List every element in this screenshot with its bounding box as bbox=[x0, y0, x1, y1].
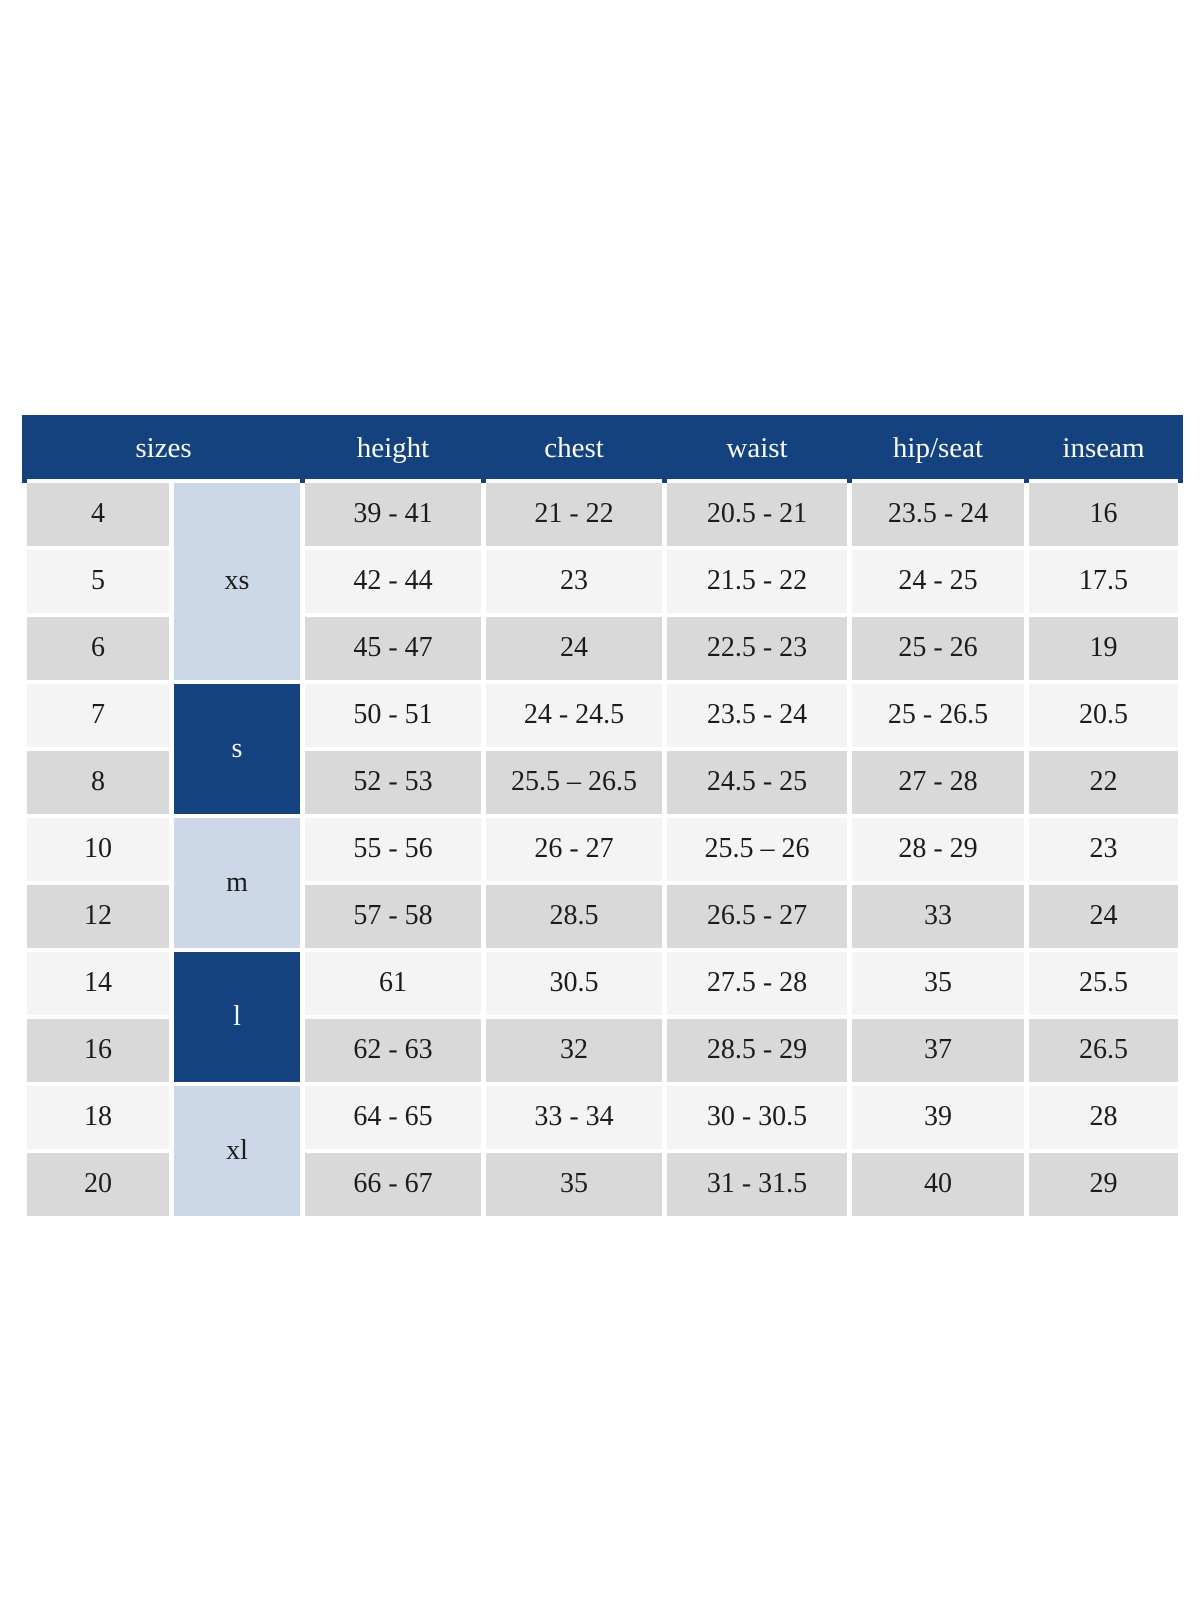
measurement-cell: 20.5 - 21 bbox=[662, 478, 852, 550]
measurement-cell: 40 bbox=[847, 1148, 1029, 1220]
size-group-cell-s: s bbox=[169, 679, 305, 818]
measurement-cell: 28.5 - 29 bbox=[662, 1014, 852, 1086]
size-cell: 12 bbox=[22, 880, 174, 952]
measurement-cell: 26.5 - 27 bbox=[662, 880, 852, 952]
table-row-size-6: 6 45 - 47 24 22.5 - 23 25 - 26 19 bbox=[22, 612, 1183, 684]
size-chart-table: sizes height chest waist hip/seat inseam… bbox=[22, 415, 1183, 1220]
measurement-cell: 22.5 - 23 bbox=[662, 612, 852, 684]
measurement-cell: 23.5 - 24 bbox=[847, 478, 1029, 550]
measurement-cell: 23 bbox=[1024, 813, 1183, 885]
measurement-cell: 33 - 34 bbox=[481, 1081, 667, 1153]
measurement-cell: 33 bbox=[847, 880, 1029, 952]
measurement-cell: 61 bbox=[300, 947, 486, 1019]
measurement-cell: 29 bbox=[1024, 1148, 1183, 1220]
measurement-cell: 25.5 bbox=[1024, 947, 1183, 1019]
column-header-waist: waist bbox=[662, 415, 852, 483]
measurement-cell: 24 - 24.5 bbox=[481, 679, 667, 751]
measurement-cell: 39 bbox=[847, 1081, 1029, 1153]
table-row-size-5: 5 42 - 44 23 21.5 - 22 24 - 25 17.5 bbox=[22, 545, 1183, 617]
table-row-size-4: 4 xs 39 - 41 21 - 22 20.5 - 21 23.5 - 24… bbox=[22, 478, 1183, 684]
column-header-sizes: sizes bbox=[22, 415, 305, 483]
size-cell: 5 bbox=[22, 545, 174, 617]
column-header-chest: chest bbox=[481, 415, 667, 483]
measurement-cell: 27.5 - 28 bbox=[662, 947, 852, 1019]
measurement-cell: 25.5 – 26.5 bbox=[481, 746, 667, 818]
measurement-cell: 16 bbox=[1024, 478, 1183, 550]
size-cell: 4 bbox=[22, 478, 174, 550]
measurement-cell: 66 - 67 bbox=[300, 1148, 486, 1220]
measurement-cell: 31 - 31.5 bbox=[662, 1148, 852, 1220]
measurement-cell: 24 bbox=[1024, 880, 1183, 952]
header-row: sizes height chest waist hip/seat inseam bbox=[22, 415, 1183, 483]
size-cell: 18 bbox=[22, 1081, 174, 1153]
column-header-hip-seat: hip/seat bbox=[847, 415, 1029, 483]
measurement-cell: 21 - 22 bbox=[481, 478, 667, 550]
table-row-size-16: 16 62 - 63 32 28.5 - 29 37 26.5 bbox=[22, 1014, 1183, 1086]
table-row-size-7: 7 s 50 - 51 24 - 24.5 23.5 - 24 25 - 26.… bbox=[22, 679, 1183, 818]
measurement-cell: 22 bbox=[1024, 746, 1183, 818]
table-row-size-8: 8 52 - 53 25.5 – 26.5 24.5 - 25 27 - 28 … bbox=[22, 746, 1183, 818]
measurement-cell: 35 bbox=[481, 1148, 667, 1220]
measurement-cell: 26 - 27 bbox=[481, 813, 667, 885]
table-row-size-10: 10 m 55 - 56 26 - 27 25.5 – 26 28 - 29 2… bbox=[22, 813, 1183, 952]
measurement-cell: 21.5 - 22 bbox=[662, 545, 852, 617]
size-cell: 7 bbox=[22, 679, 174, 751]
size-cell: 14 bbox=[22, 947, 174, 1019]
table-row-size-12: 12 57 - 58 28.5 26.5 - 27 33 24 bbox=[22, 880, 1183, 952]
measurement-cell: 24 bbox=[481, 612, 667, 684]
table-row-size-18: 18 xl 64 - 65 33 - 34 30 - 30.5 39 28 bbox=[22, 1081, 1183, 1220]
measurement-cell: 52 - 53 bbox=[300, 746, 486, 818]
size-cell: 8 bbox=[22, 746, 174, 818]
size-group-cell-xl: xl bbox=[169, 1081, 305, 1220]
measurement-cell: 26.5 bbox=[1024, 1014, 1183, 1086]
size-group-cell-m: m bbox=[169, 813, 305, 952]
size-cell: 20 bbox=[22, 1148, 174, 1220]
measurement-cell: 55 - 56 bbox=[300, 813, 486, 885]
measurement-cell: 28 - 29 bbox=[847, 813, 1029, 885]
size-group-cell-xs: xs bbox=[169, 478, 305, 684]
measurement-cell: 57 - 58 bbox=[300, 880, 486, 952]
table-row-size-14: 14 l 61 30.5 27.5 - 28 35 25.5 bbox=[22, 947, 1183, 1086]
measurement-cell: 30 - 30.5 bbox=[662, 1081, 852, 1153]
measurement-cell: 35 bbox=[847, 947, 1029, 1019]
size-cell: 6 bbox=[22, 612, 174, 684]
measurement-cell: 30.5 bbox=[481, 947, 667, 1019]
table-row-size-20: 20 66 - 67 35 31 - 31.5 40 29 bbox=[22, 1148, 1183, 1220]
measurement-cell: 17.5 bbox=[1024, 545, 1183, 617]
measurement-cell: 25.5 – 26 bbox=[662, 813, 852, 885]
measurement-cell: 64 - 65 bbox=[300, 1081, 486, 1153]
measurement-cell: 62 - 63 bbox=[300, 1014, 486, 1086]
column-header-height: height bbox=[300, 415, 486, 483]
measurement-cell: 50 - 51 bbox=[300, 679, 486, 751]
measurement-cell: 32 bbox=[481, 1014, 667, 1086]
size-cell: 10 bbox=[22, 813, 174, 885]
measurement-cell: 37 bbox=[847, 1014, 1029, 1086]
measurement-cell: 24 - 25 bbox=[847, 545, 1029, 617]
measurement-cell: 28.5 bbox=[481, 880, 667, 952]
measurement-cell: 23.5 - 24 bbox=[662, 679, 852, 751]
measurement-cell: 24.5 - 25 bbox=[662, 746, 852, 818]
measurement-cell: 42 - 44 bbox=[300, 545, 486, 617]
measurement-cell: 23 bbox=[481, 545, 667, 617]
measurement-cell: 39 - 41 bbox=[300, 478, 486, 550]
size-chart: sizes height chest waist hip/seat inseam… bbox=[22, 415, 1183, 1220]
size-cell: 16 bbox=[22, 1014, 174, 1086]
column-header-inseam: inseam bbox=[1024, 415, 1183, 483]
measurement-cell: 20.5 bbox=[1024, 679, 1183, 751]
measurement-cell: 19 bbox=[1024, 612, 1183, 684]
measurement-cell: 45 - 47 bbox=[300, 612, 486, 684]
measurement-cell: 25 - 26.5 bbox=[847, 679, 1029, 751]
measurement-cell: 25 - 26 bbox=[847, 612, 1029, 684]
measurement-cell: 28 bbox=[1024, 1081, 1183, 1153]
size-group-cell-l: l bbox=[169, 947, 305, 1086]
measurement-cell: 27 - 28 bbox=[847, 746, 1029, 818]
